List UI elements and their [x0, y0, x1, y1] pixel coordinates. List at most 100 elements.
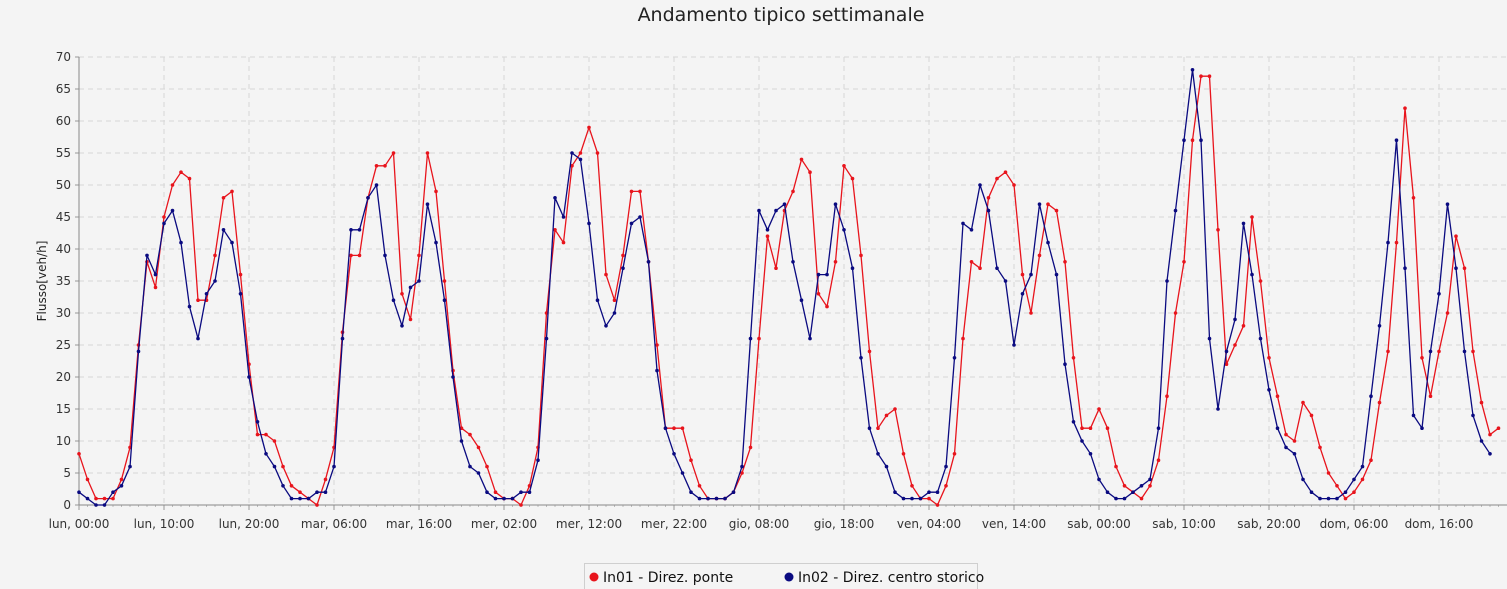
data-point: [561, 215, 566, 219]
data-point: [459, 426, 464, 431]
data-point: [1207, 336, 1212, 341]
data-point: [1326, 496, 1331, 501]
data-point: [340, 336, 345, 341]
data-point: [1029, 311, 1033, 315]
data-point: [876, 426, 880, 431]
data-point: [196, 298, 200, 303]
data-point: [1029, 272, 1033, 277]
data-point: [213, 253, 217, 258]
data-point: [1071, 356, 1076, 360]
data-point: [944, 464, 948, 469]
data-point: [621, 253, 625, 258]
data-point: [1165, 279, 1169, 283]
x-tick-label: lun, 20:00: [219, 517, 280, 531]
data-point: [77, 490, 81, 495]
legend-marker: [784, 572, 794, 582]
data-point: [595, 298, 600, 303]
data-point: [1199, 138, 1203, 142]
y-tick-label: 50: [56, 178, 71, 192]
data-point: [1216, 228, 1220, 232]
data-point: [621, 266, 625, 271]
data-point: [1148, 484, 1152, 488]
data-point: [289, 484, 294, 488]
y-tick-label: 55: [56, 146, 71, 160]
x-tick-label: ven, 04:00: [897, 517, 961, 531]
data-point: [918, 496, 923, 501]
data-point: [298, 496, 302, 501]
data-point: [128, 464, 132, 469]
data-point: [1369, 394, 1373, 399]
data-point: [1020, 272, 1025, 277]
data-point: [1233, 317, 1237, 322]
data-point: [553, 196, 557, 200]
data-point: [162, 221, 166, 226]
data-point: [825, 304, 829, 309]
data-point: [519, 503, 523, 507]
data-point: [587, 221, 591, 226]
data-point: [408, 317, 413, 322]
data-point: [1445, 311, 1450, 315]
chart-title: Andamento tipico settimanale: [638, 4, 925, 26]
data-point: [493, 490, 498, 495]
data-point: [1403, 106, 1407, 110]
data-point: [629, 221, 634, 226]
x-tick-label: sab, 20:00: [1237, 517, 1300, 531]
data-point: [1088, 452, 1093, 456]
data-point: [1471, 413, 1475, 418]
data-point: [604, 272, 608, 277]
y-tick-label: 20: [56, 370, 71, 384]
data-point: [323, 490, 328, 495]
data-point: [714, 496, 719, 501]
x-tick-label: mer, 22:00: [641, 517, 707, 531]
data-point: [1216, 407, 1220, 411]
data-point: [1428, 349, 1433, 354]
data-point: [1258, 336, 1263, 341]
data-point: [272, 439, 277, 443]
data-point: [978, 183, 982, 187]
data-point: [102, 496, 107, 501]
data-point: [264, 432, 268, 437]
data-point: [612, 311, 617, 315]
data-point: [1139, 496, 1144, 501]
data-point: [816, 272, 821, 277]
data-point: [910, 484, 914, 488]
data-point: [1462, 266, 1467, 271]
data-point: [1173, 208, 1178, 213]
y-tick-label: 45: [56, 210, 71, 224]
data-point: [1122, 496, 1127, 501]
data-point: [510, 496, 515, 501]
data-point: [451, 375, 455, 379]
data-point: [230, 189, 234, 194]
data-point: [221, 196, 226, 200]
data-point: [349, 253, 353, 258]
data-point: [646, 260, 651, 264]
data-point: [1190, 138, 1195, 142]
data-point: [179, 240, 183, 245]
data-point: [366, 196, 370, 200]
data-point: [1207, 74, 1212, 78]
data-point: [1352, 477, 1356, 482]
data-point: [850, 266, 855, 271]
legend-box: [584, 563, 978, 589]
x-tick-label: mar, 16:00: [386, 517, 452, 531]
data-point: [1233, 343, 1237, 347]
legend-label: In01 - Direz. ponte: [603, 570, 733, 586]
data-point: [1114, 464, 1118, 469]
data-point: [1054, 208, 1059, 213]
data-point: [272, 464, 277, 469]
data-point: [629, 189, 634, 194]
data-point: [774, 208, 778, 213]
data-point: [842, 228, 846, 232]
data-point: [1156, 426, 1161, 431]
data-point: [1420, 426, 1424, 431]
data-point: [400, 324, 404, 328]
data-point: [1080, 426, 1084, 431]
data-point: [153, 272, 158, 277]
data-point: [1114, 496, 1118, 501]
data-point: [757, 336, 761, 341]
data-point: [986, 196, 991, 200]
data-point: [1292, 439, 1297, 443]
data-point: [85, 477, 90, 482]
data-point: [570, 151, 574, 155]
